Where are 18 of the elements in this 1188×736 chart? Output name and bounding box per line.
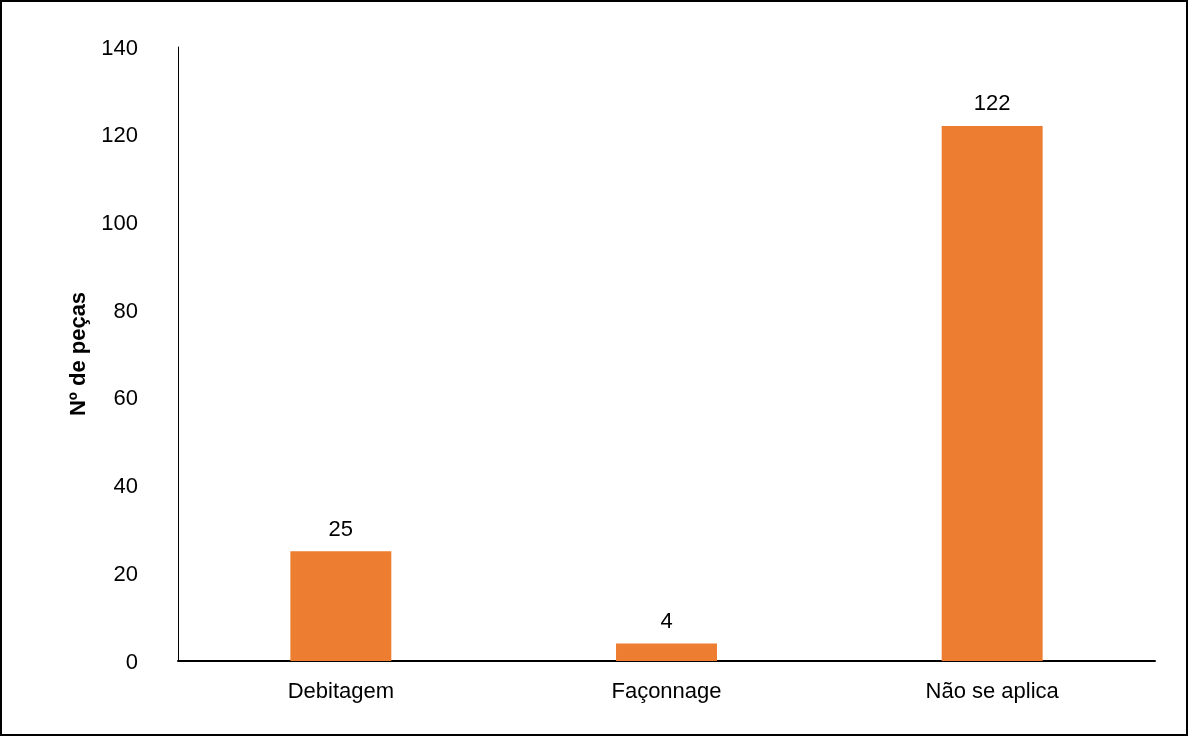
x-tick-label: Façonnage	[611, 677, 722, 703]
x-tick-label: Não se aplica	[925, 677, 1060, 703]
bar	[290, 551, 392, 661]
y-tick-label: 100	[101, 209, 138, 235]
y-tick-label: 20	[113, 560, 138, 586]
y-tick-label: 60	[113, 385, 138, 411]
bar	[941, 125, 1043, 661]
y-tick-label: 120	[101, 122, 138, 148]
y-tick-label: 140	[101, 34, 138, 60]
data-label: 25	[328, 515, 354, 541]
y-tick-label: 0	[125, 648, 138, 674]
y-tick-label: 40	[113, 473, 138, 499]
data-label: 4	[660, 607, 673, 633]
y-tick-label: 80	[113, 297, 138, 323]
y-axis-title: Nº de peças	[64, 291, 90, 417]
data-label: 122	[973, 90, 1011, 116]
bar	[616, 643, 717, 661]
x-tick-label: Debitagem	[287, 677, 395, 703]
